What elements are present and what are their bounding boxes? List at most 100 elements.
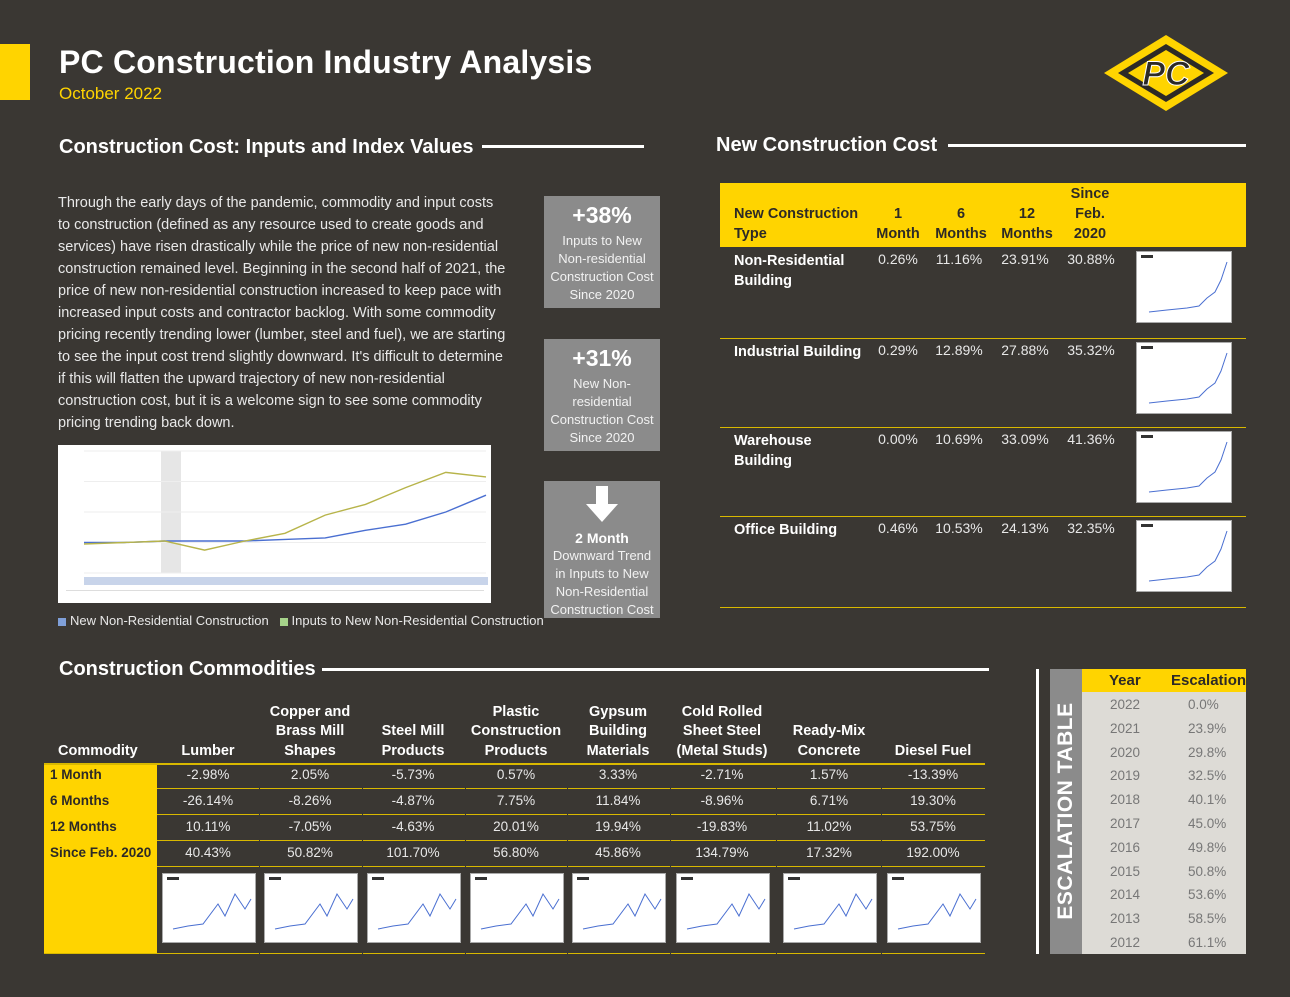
commodity-row-rule	[157, 788, 985, 789]
commodity-value: 3.33%	[598, 767, 638, 782]
commodity-col-divider	[881, 765, 882, 954]
escalation-value: 45.0%	[1188, 816, 1227, 831]
down-arrow-icon	[586, 486, 618, 522]
stat-value: +31%	[572, 345, 632, 371]
fred-mini-chart	[1136, 520, 1232, 592]
escalation-value: 29.8%	[1188, 744, 1227, 760]
construction-value-m1: 0.00%	[878, 431, 918, 447]
commodity-col-header: Diesel Fuel	[894, 742, 972, 759]
legend-label: Inputs to New Non-Residential Constructi…	[291, 613, 544, 628]
construction-value-m12: 23.91%	[1001, 251, 1049, 267]
commodities-heading: Construction Commodities	[59, 658, 316, 680]
fred-mini-chart	[1136, 342, 1232, 414]
escalation-value: 23.9%	[1188, 720, 1227, 736]
col-header-1m: 1 Month	[876, 206, 920, 242]
col-header-6m: 6 Months	[935, 206, 987, 242]
stat-downward-trend: 2 Month Downward Trend in Inputs to New …	[544, 481, 660, 618]
stat-caption: Inputs to New Non-residential Constructi…	[550, 233, 654, 302]
commodity-value: -2.98%	[186, 767, 230, 782]
new-construction-table-header: New Construction Type 1 Month 6 Months 1…	[720, 183, 1246, 247]
escalation-year: 2017	[1110, 816, 1141, 831]
chart-range-slider[interactable]	[84, 577, 488, 585]
escalation-value: 0.0%	[1188, 697, 1219, 712]
fred-mini-chart	[162, 873, 256, 943]
commodity-row-label: Since Feb. 2020	[50, 845, 152, 860]
escalation-value: 32.5%	[1188, 768, 1227, 784]
escalation-value: 50.8%	[1188, 863, 1227, 879]
commodity-value: 40.43%	[185, 845, 231, 860]
commodity-value: 17.32%	[806, 845, 852, 860]
commodity-row-rule	[157, 866, 985, 867]
construction-value-m12: 24.13%	[1001, 520, 1049, 536]
commodity-col-header: Copper and Brass Mill Shapes	[269, 703, 351, 759]
construction-type-label: Office Building	[734, 522, 838, 538]
escalation-year: 2016	[1110, 839, 1141, 855]
chart-svg	[66, 450, 488, 591]
commodity-value: 134.79%	[695, 845, 749, 860]
commodity-col-header: Gypsum Building Materials	[586, 703, 650, 759]
escalation-year: 2019	[1110, 768, 1141, 784]
construction-type-label: Non-Residential Building	[734, 253, 845, 289]
commodity-value: -4.63%	[391, 819, 435, 834]
new-construction-rule	[948, 144, 1246, 147]
escalation-value: 58.5%	[1188, 911, 1227, 927]
fred-mini-chart	[1136, 431, 1232, 503]
legend-label: New Non-Residential Construction	[70, 613, 269, 628]
fred-mini-chart	[572, 873, 666, 943]
escalation-col-escalation: Escalation	[1171, 672, 1247, 689]
series-line-new-nonres	[84, 494, 487, 544]
escalation-value: 53.6%	[1188, 887, 1227, 903]
commodity-value: 2.05%	[290, 767, 330, 782]
col-header-12m: 12 Months	[1001, 206, 1053, 242]
commodity-value: 11.02%	[806, 819, 852, 834]
header-accent-bar	[0, 44, 30, 100]
commodity-col-header: Ready-Mix Concrete	[792, 723, 866, 759]
construction-value-m6: 12.89%	[935, 342, 983, 358]
stat-construction-cost: +31% New Non-residential Construction Co…	[544, 339, 660, 451]
commodity-value: 56.80%	[493, 845, 539, 860]
pc-logo: PC	[1104, 35, 1228, 111]
commodity-value: -4.87%	[391, 793, 435, 808]
commodity-value: 20.01%	[493, 819, 539, 834]
escalation-year: 2014	[1110, 887, 1141, 903]
new-construction-row: Industrial Building 0.29% 12.89% 27.88% 35.3…	[720, 338, 1246, 428]
commodity-col-divider	[361, 765, 363, 954]
commodities-row-label-column	[44, 763, 157, 954]
construction-type-label: Warehouse Building	[734, 433, 812, 469]
construction-type-label: Industrial Building	[734, 344, 862, 360]
escalation-value: 40.1%	[1188, 792, 1227, 808]
col-header-since: Since Feb. 2020	[1070, 186, 1110, 242]
commodity-value: -5.73%	[391, 767, 435, 782]
commodity-value: -13.39%	[907, 767, 959, 782]
escalation-year: 2015	[1110, 863, 1141, 879]
stat-caption: Downward Trend in Inputs to New Non-Resi…	[550, 548, 654, 617]
commodity-value: -2.71%	[700, 767, 744, 782]
escalation-header: Year Escalation	[1082, 669, 1246, 692]
commodity-col-header: Plastic Construction Products	[470, 703, 562, 759]
commodity-value: 19.94%	[595, 819, 641, 834]
commodity-corner-header: Commodity	[58, 743, 138, 759]
commodities-bottom-rule	[44, 953, 985, 954]
escalation-side-rule	[1036, 669, 1049, 954]
new-construction-row: Warehouse Building 0.00% 10.69% 33.09% 41.36…	[720, 427, 1246, 517]
commodities-header-rule	[44, 763, 985, 765]
stat-inputs-cost: +38% Inputs to New Non-residential Const…	[544, 196, 660, 308]
stat-value: 2 Month	[575, 530, 629, 546]
escalation-value: 61.1%	[1188, 935, 1227, 950]
stat-caption: New Non-residential Construction Cost Si…	[550, 376, 654, 445]
construction-value-m1: 0.46%	[878, 520, 918, 536]
escalation-body: 2022 0.0% 2021 23.9% 2020 29.8% 2019 32.5% 2018 4…	[1082, 692, 1246, 954]
chart-legend: New Non-Residential Construction Inputs …	[58, 613, 544, 628]
commodity-col-header: Steel Mill Products	[381, 723, 445, 759]
escalation-year: 2022	[1110, 697, 1141, 712]
commodity-value: 50.82%	[287, 845, 333, 860]
construction-value-m6: 10.69%	[935, 431, 983, 447]
new-construction-heading: New Construction Cost	[716, 134, 938, 156]
fred-mini-chart	[887, 873, 981, 943]
construction-value-since: 30.88%	[1067, 251, 1115, 267]
inputs-body-text: Through the early days of the pandemic, …	[58, 195, 506, 431]
commodities-heading-rule	[322, 668, 989, 671]
chart-footer-rule	[66, 590, 484, 591]
commodity-value: 6.71%	[809, 793, 849, 808]
legend-swatch-blue	[58, 617, 66, 626]
